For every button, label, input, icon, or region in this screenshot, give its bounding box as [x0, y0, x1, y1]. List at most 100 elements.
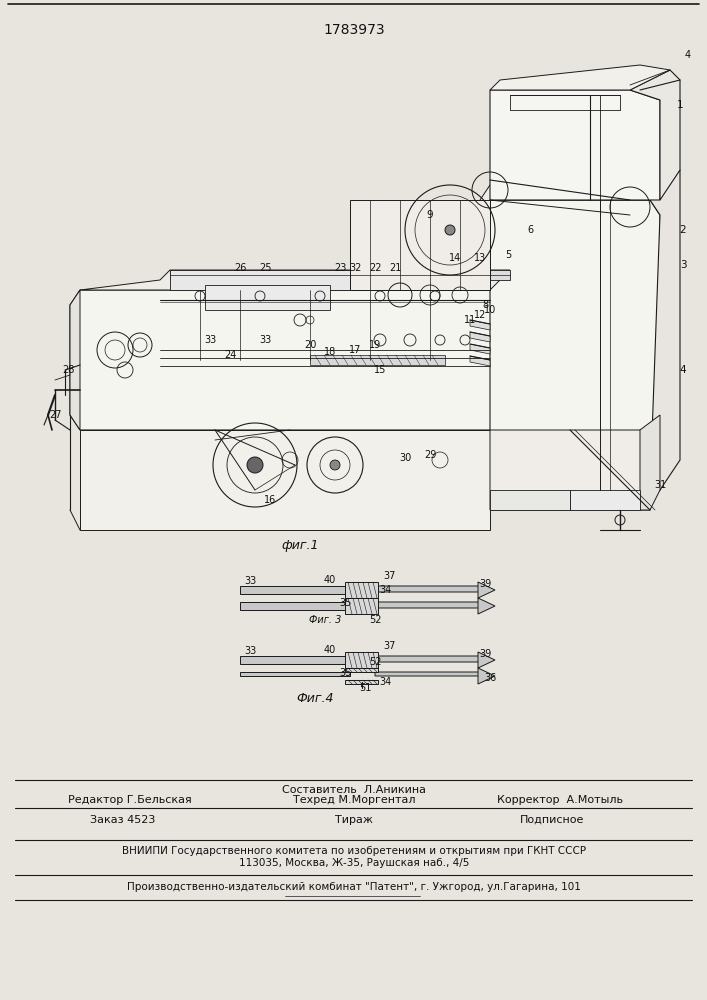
Polygon shape: [345, 598, 378, 614]
Text: 23: 23: [334, 263, 346, 273]
Polygon shape: [375, 672, 490, 676]
Circle shape: [247, 457, 263, 473]
Polygon shape: [375, 602, 490, 608]
Polygon shape: [70, 290, 80, 430]
Polygon shape: [470, 356, 490, 366]
Polygon shape: [490, 490, 570, 510]
Text: Фиг.4: Фиг.4: [296, 692, 334, 704]
Text: 10: 10: [484, 305, 496, 315]
Text: 28: 28: [62, 365, 74, 375]
Text: 24: 24: [224, 350, 236, 360]
Text: Фиг. 3: Фиг. 3: [309, 615, 341, 625]
Text: 9: 9: [427, 210, 433, 220]
Text: 13: 13: [474, 253, 486, 263]
Text: 51: 51: [359, 683, 371, 693]
Text: Техред М.Моргентал: Техред М.Моргентал: [293, 795, 415, 805]
Polygon shape: [350, 200, 490, 290]
Text: 4: 4: [679, 365, 686, 375]
Text: 113035, Москва, Ж-35, Раушская наб., 4/5: 113035, Москва, Ж-35, Раушская наб., 4/5: [239, 858, 469, 868]
Text: 2: 2: [679, 225, 686, 235]
Text: 16: 16: [264, 495, 276, 505]
Text: Производственно-издательский комбинат "Патент", г. Ужгород, ул.Гагарина, 101: Производственно-издательский комбинат "П…: [127, 882, 581, 892]
Text: 6: 6: [527, 225, 533, 235]
Polygon shape: [640, 415, 660, 510]
Polygon shape: [205, 285, 330, 310]
Text: 26: 26: [234, 263, 246, 273]
Text: 40: 40: [324, 575, 336, 585]
Text: 14: 14: [449, 253, 461, 263]
Polygon shape: [345, 668, 378, 672]
Polygon shape: [240, 672, 350, 676]
Polygon shape: [490, 430, 650, 510]
Polygon shape: [490, 90, 660, 200]
Text: 36: 36: [484, 673, 496, 683]
Text: 32: 32: [349, 263, 361, 273]
Polygon shape: [70, 290, 490, 430]
Text: Подписное: Подписное: [520, 815, 585, 825]
Text: 33: 33: [259, 335, 271, 345]
Polygon shape: [470, 320, 490, 330]
Text: фиг.1: фиг.1: [281, 538, 319, 552]
Text: 34: 34: [379, 677, 391, 687]
Polygon shape: [80, 430, 490, 530]
Text: 1: 1: [677, 100, 683, 110]
Polygon shape: [375, 586, 490, 592]
Text: Редактор Г.Бельская: Редактор Г.Бельская: [68, 795, 192, 805]
Text: 20: 20: [304, 340, 316, 350]
Polygon shape: [470, 344, 490, 354]
Text: 18: 18: [324, 347, 336, 357]
Text: 37: 37: [384, 641, 396, 651]
Polygon shape: [375, 656, 490, 662]
Text: 17: 17: [349, 345, 361, 355]
Text: 37: 37: [384, 571, 396, 581]
Text: 22: 22: [369, 263, 381, 273]
Polygon shape: [470, 332, 490, 342]
Text: 39: 39: [479, 579, 491, 589]
Polygon shape: [80, 270, 510, 290]
Polygon shape: [480, 200, 660, 510]
Polygon shape: [240, 586, 350, 594]
Circle shape: [330, 460, 340, 470]
Text: 30: 30: [399, 453, 411, 463]
Text: 11: 11: [464, 315, 476, 325]
Polygon shape: [480, 170, 680, 215]
Polygon shape: [650, 170, 680, 490]
Polygon shape: [240, 602, 350, 610]
Text: 35: 35: [339, 598, 351, 608]
Text: 40: 40: [324, 645, 336, 655]
Polygon shape: [345, 680, 378, 684]
Polygon shape: [630, 70, 680, 200]
Text: 52: 52: [369, 657, 381, 667]
Text: Составитель  Л.Аникина: Составитель Л.Аникина: [282, 785, 426, 795]
Text: 5: 5: [505, 250, 511, 260]
Text: 1783973: 1783973: [323, 23, 385, 37]
Circle shape: [445, 225, 455, 235]
Text: 8: 8: [482, 300, 488, 310]
Text: 4: 4: [685, 50, 691, 60]
Polygon shape: [310, 355, 445, 365]
Text: 31: 31: [654, 480, 666, 490]
Text: 33: 33: [244, 646, 256, 656]
Polygon shape: [345, 582, 378, 598]
Text: 19: 19: [369, 340, 381, 350]
Polygon shape: [490, 65, 670, 90]
Polygon shape: [345, 652, 378, 668]
Polygon shape: [170, 270, 350, 290]
Polygon shape: [570, 490, 640, 510]
Polygon shape: [478, 652, 495, 668]
Polygon shape: [478, 582, 495, 598]
Polygon shape: [478, 668, 495, 684]
Polygon shape: [478, 598, 495, 614]
Text: 15: 15: [374, 365, 386, 375]
Text: 3: 3: [679, 260, 686, 270]
Text: 33: 33: [204, 335, 216, 345]
Text: ВНИИПИ Государственного комитета по изобретениям и открытиям при ГКНТ СССР: ВНИИПИ Государственного комитета по изоб…: [122, 846, 586, 856]
Text: 39: 39: [479, 649, 491, 659]
Text: Корректор  А.Мотыль: Корректор А.Мотыль: [497, 795, 623, 805]
Text: Тираж: Тираж: [335, 815, 373, 825]
Text: 52: 52: [369, 615, 381, 625]
Text: 34: 34: [379, 585, 391, 595]
Text: 29: 29: [423, 450, 436, 460]
Text: 27: 27: [49, 410, 62, 420]
Polygon shape: [240, 656, 350, 664]
